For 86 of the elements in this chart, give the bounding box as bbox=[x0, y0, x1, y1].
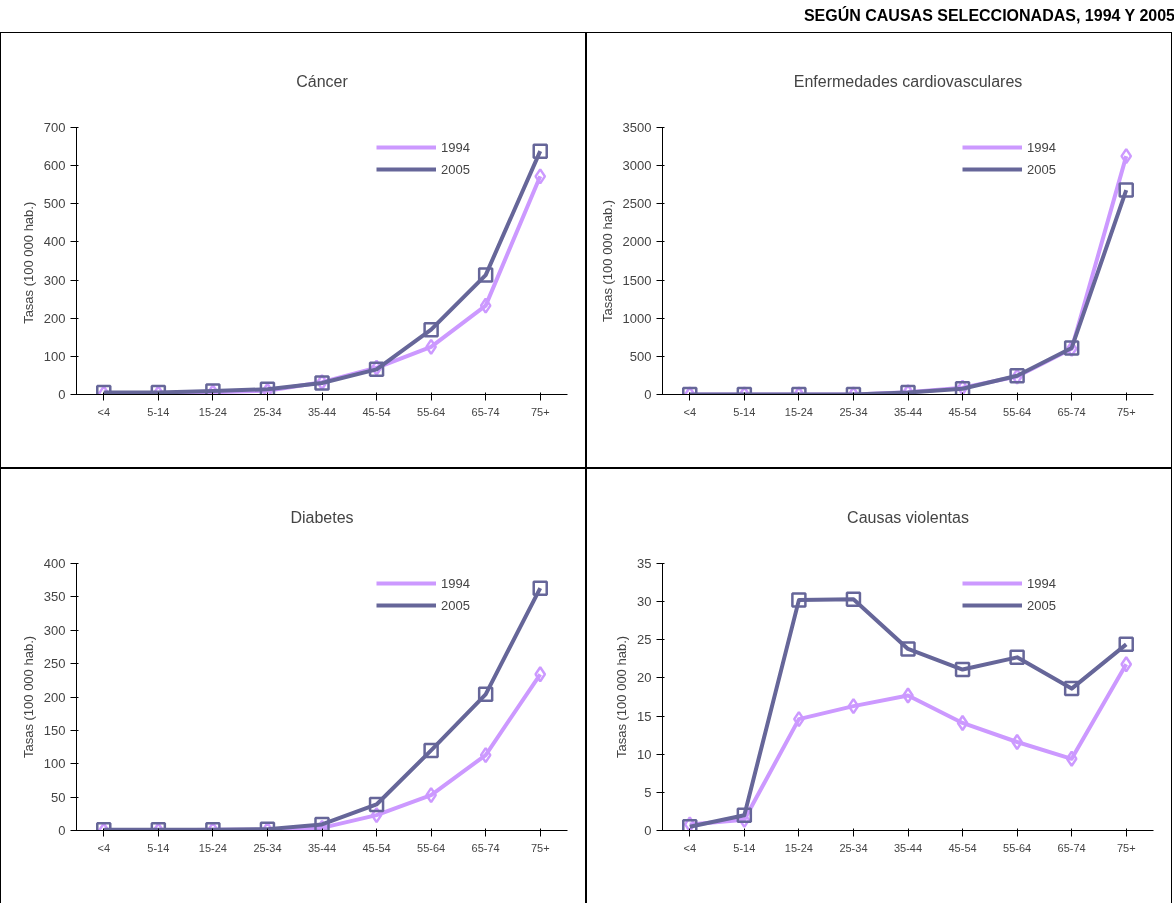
x-tick-label: 65-74 bbox=[471, 405, 500, 418]
x-tick-label: <4 bbox=[683, 405, 697, 418]
x-tick-label: 5-14 bbox=[147, 841, 170, 854]
x-tick-label: <4 bbox=[97, 405, 111, 418]
y-tick-label: 350 bbox=[43, 589, 66, 605]
x-tick-label: <4 bbox=[97, 841, 111, 854]
x-tick-label: 15-24 bbox=[784, 841, 813, 854]
y-tick-label: 0 bbox=[58, 823, 66, 838]
legend-label: 1994 bbox=[441, 575, 470, 591]
y-tick-label: 700 bbox=[43, 120, 66, 135]
x-tick-label: <4 bbox=[683, 841, 697, 854]
y-tick-label: 5 bbox=[644, 784, 652, 800]
y-axis-title: Tasas (100 000 hab.) bbox=[614, 635, 630, 759]
chart-title: Enfermedades cardiovasculares bbox=[793, 73, 1023, 90]
x-tick-label: 5-14 bbox=[147, 405, 170, 418]
y-tick-label: 25 bbox=[637, 632, 652, 648]
x-tick-label: 35-44 bbox=[307, 841, 337, 854]
x-tick-label: 75+ bbox=[530, 405, 550, 418]
legend-label: 2005 bbox=[1027, 597, 1056, 613]
x-tick-label: 15-24 bbox=[198, 405, 227, 418]
legend-label: 2005 bbox=[441, 597, 470, 613]
y-tick-label: 35 bbox=[637, 556, 652, 571]
y-tick-label: 600 bbox=[43, 158, 66, 174]
legend-label: 2005 bbox=[1027, 161, 1056, 177]
y-tick-label: 0 bbox=[644, 387, 652, 402]
x-tick-label: 15-24 bbox=[784, 405, 813, 418]
x-tick-label: 75+ bbox=[530, 841, 550, 854]
y-tick-label: 100 bbox=[43, 348, 66, 364]
chart-title: Diabetes bbox=[290, 509, 354, 526]
x-tick-label: 55-64 bbox=[417, 405, 446, 418]
legend-label: 1994 bbox=[1027, 575, 1056, 591]
x-tick-label: 15-24 bbox=[198, 841, 227, 854]
legend-label: 2005 bbox=[441, 161, 470, 177]
x-tick-label: 65-74 bbox=[1057, 405, 1086, 418]
y-tick-label: 3500 bbox=[622, 120, 652, 135]
chart-title: Causas violentas bbox=[847, 509, 969, 526]
y-tick-label: 500 bbox=[43, 196, 66, 212]
y-tick-label: 2000 bbox=[622, 234, 652, 250]
x-tick-label: 75+ bbox=[1116, 841, 1136, 854]
y-tick-label: 50 bbox=[51, 789, 66, 805]
y-tick-label: 500 bbox=[629, 348, 652, 364]
y-tick-label: 30 bbox=[637, 594, 652, 610]
y-tick-label: 400 bbox=[43, 234, 66, 250]
y-axis-title: Tasas (100 000 hab.) bbox=[20, 635, 36, 759]
y-axis-title: Tasas (100 000 hab.) bbox=[599, 199, 615, 323]
y-tick-label: 300 bbox=[43, 272, 66, 288]
y-tick-label: 100 bbox=[43, 756, 66, 772]
y-tick-label: 3000 bbox=[622, 158, 652, 174]
x-tick-label: 45-54 bbox=[362, 841, 391, 854]
x-tick-label: 55-64 bbox=[1003, 405, 1032, 418]
y-tick-label: 400 bbox=[43, 556, 66, 571]
x-tick-label: 45-54 bbox=[948, 841, 977, 854]
x-tick-label: 5-14 bbox=[733, 405, 756, 418]
y-tick-label: 1000 bbox=[622, 310, 652, 326]
x-tick-label: 45-54 bbox=[948, 405, 977, 418]
x-tick-label: 25-34 bbox=[253, 405, 282, 418]
y-tick-label: 20 bbox=[637, 670, 652, 686]
y-tick-label: 200 bbox=[43, 310, 66, 326]
y-tick-label: 200 bbox=[43, 689, 66, 705]
x-tick-label: 25-34 bbox=[839, 841, 868, 854]
y-tick-label: 250 bbox=[43, 656, 66, 672]
x-tick-label: 75+ bbox=[1116, 405, 1136, 418]
x-tick-label: 25-34 bbox=[839, 405, 868, 418]
legend-label: 1994 bbox=[1027, 139, 1056, 155]
chart-title: Cáncer bbox=[296, 73, 349, 90]
x-tick-label: 25-34 bbox=[253, 841, 282, 854]
y-tick-label: 300 bbox=[43, 622, 66, 638]
x-tick-label: 65-74 bbox=[1057, 841, 1086, 854]
x-tick-label: 55-64 bbox=[417, 841, 446, 854]
x-tick-label: 35-44 bbox=[893, 841, 923, 854]
y-tick-label: 15 bbox=[637, 708, 652, 724]
y-tick-label: 150 bbox=[43, 722, 66, 738]
x-tick-label: 45-54 bbox=[362, 405, 391, 418]
y-axis-title: Tasas (100 000 hab.) bbox=[20, 201, 36, 324]
legend-label: 1994 bbox=[441, 139, 470, 155]
y-tick-label: 2500 bbox=[622, 196, 652, 212]
x-tick-label: 55-64 bbox=[1003, 841, 1032, 854]
y-tick-label: 1500 bbox=[622, 272, 652, 288]
x-tick-label: 35-44 bbox=[307, 405, 337, 418]
y-tick-label: 0 bbox=[644, 823, 652, 838]
x-tick-label: 5-14 bbox=[733, 841, 756, 854]
x-tick-label: 65-74 bbox=[471, 841, 500, 854]
x-tick-label: 35-44 bbox=[893, 405, 923, 418]
y-tick-label: 10 bbox=[637, 746, 652, 762]
y-tick-label: 0 bbox=[58, 387, 66, 402]
text: SEGÚN CAUSAS SELECCIONADAS, 1994 Y 2005 bbox=[803, 5, 1174, 26]
